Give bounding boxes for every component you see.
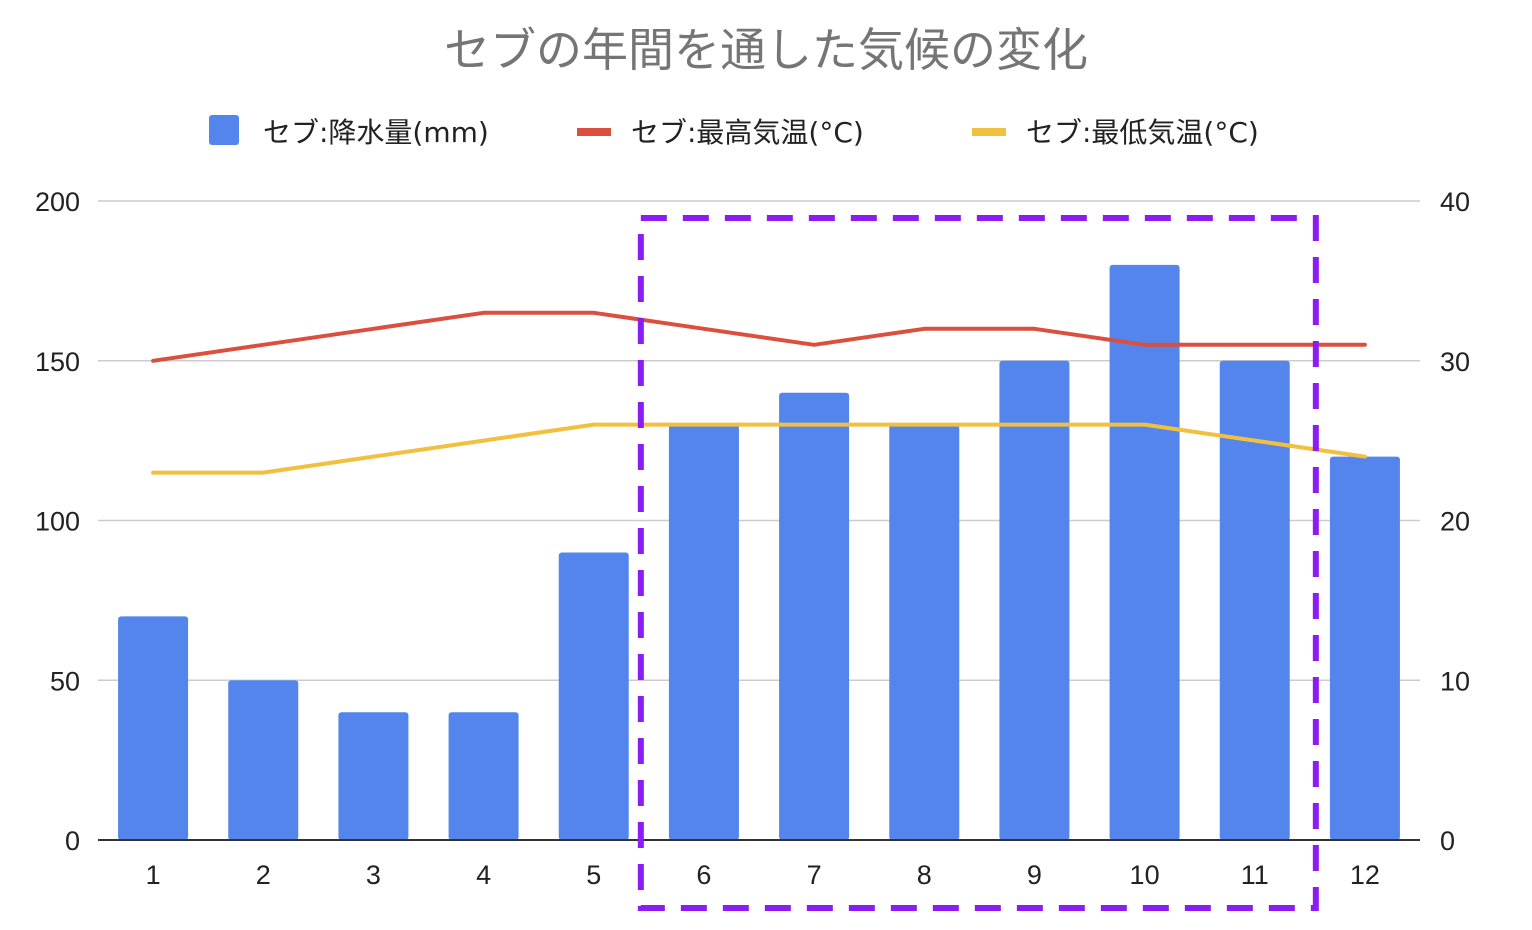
legend-label: セブ:最高気温(°C) — [631, 116, 864, 149]
bar — [118, 616, 189, 840]
x-tick-label: 10 — [1130, 860, 1160, 890]
bar — [779, 392, 850, 840]
x-tick-label: 7 — [807, 860, 822, 890]
legend-swatch-line — [972, 128, 1006, 136]
bar — [338, 712, 409, 840]
x-tick-label: 5 — [586, 860, 601, 890]
y-right-tick-label: 0 — [1440, 826, 1455, 856]
x-tick-label: 11 — [1241, 860, 1269, 890]
gridlines — [98, 200, 1420, 681]
x-tick-label: 4 — [476, 860, 491, 890]
bar — [999, 360, 1070, 840]
bar — [558, 552, 629, 840]
x-tick-label: 9 — [1027, 860, 1042, 890]
legend-swatch-bar — [209, 115, 239, 145]
y-right-tick-label: 30 — [1440, 347, 1470, 377]
legend-label: セブ:降水量(mm) — [263, 116, 489, 149]
legend-swatch-line — [577, 128, 611, 136]
bar — [668, 424, 739, 840]
bar — [889, 424, 960, 840]
y-left-tick-label: 100 — [35, 507, 80, 537]
bar — [228, 680, 299, 840]
x-tick-label: 3 — [366, 860, 381, 890]
y-left-tick-label: 0 — [65, 826, 80, 856]
x-tick-label: 12 — [1350, 860, 1380, 890]
bar — [448, 712, 519, 840]
y-left-tick-label: 200 — [35, 187, 80, 217]
y-right-tick-label: 20 — [1440, 507, 1470, 537]
chart-title: セブの年間を通した気候の変化 — [444, 23, 1088, 77]
y-left-tick-label: 150 — [35, 347, 80, 377]
series-line — [151, 422, 1367, 475]
bar — [1329, 456, 1400, 840]
legend: セブ:降水量(mm) セブ:最高気温(°C) セブ:最低気温(°C) — [209, 115, 1259, 149]
x-tick-label: 1 — [146, 860, 161, 890]
x-tick-label: 6 — [696, 860, 711, 890]
bar — [1219, 360, 1290, 840]
highlight-box — [637, 215, 1319, 911]
y-left-tick-label: 50 — [50, 666, 80, 696]
bar — [1109, 264, 1180, 840]
highlight-group — [637, 215, 1319, 911]
y-right-tick-label: 40 — [1440, 187, 1470, 217]
series-line — [151, 310, 1367, 363]
x-tick-label: 2 — [256, 860, 271, 890]
line-series-group — [151, 310, 1367, 475]
y-right-tick-label: 10 — [1440, 666, 1470, 696]
legend-label: セブ:最低気温(°C) — [1026, 116, 1259, 149]
x-tick-label: 8 — [917, 860, 932, 890]
bar-series — [118, 264, 1400, 840]
